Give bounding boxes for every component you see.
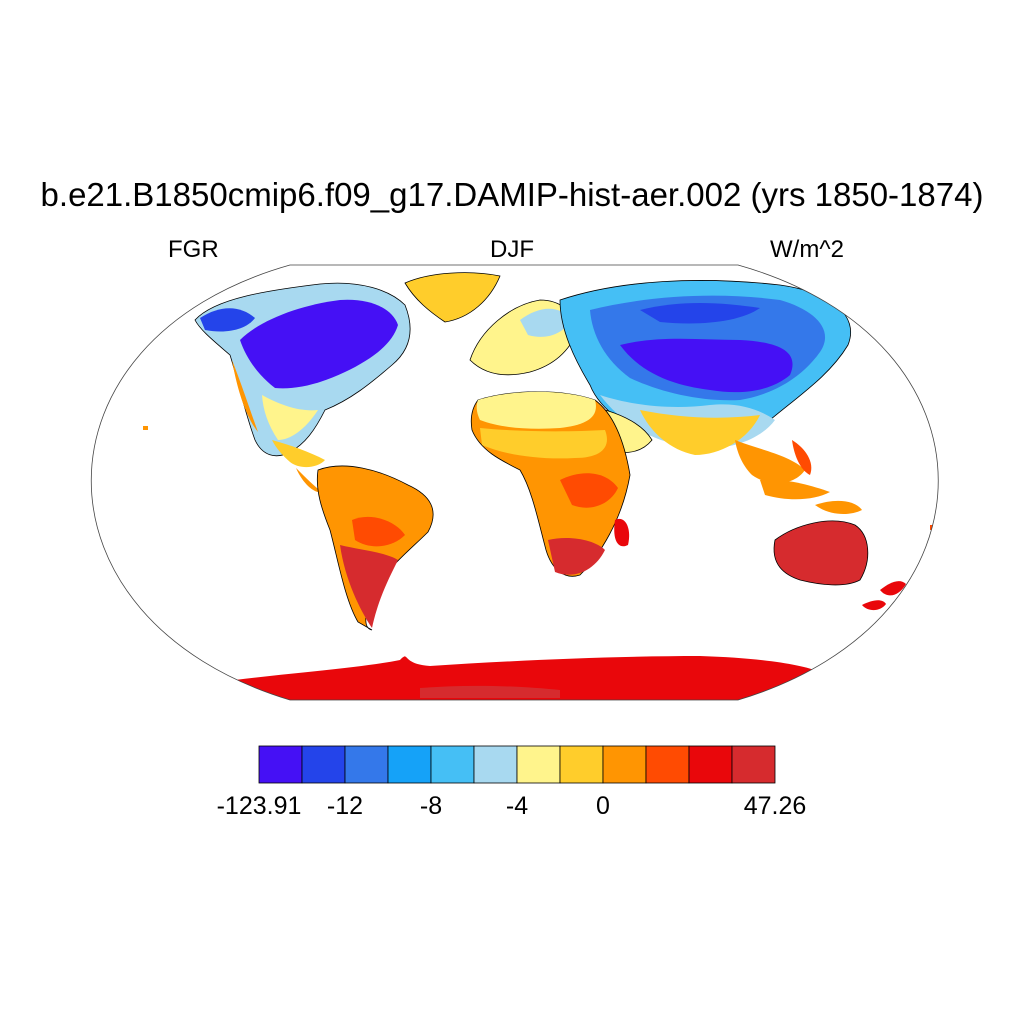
colorbar-swatch [344,745,389,784]
variable-label: FGR [168,236,219,263]
colorbar-swatch [430,745,475,784]
colorbar-tick-label: -123.91 [216,792,302,820]
colorbar-tick-label: -8 [419,792,443,820]
colorbar-tick-label: -4 [505,792,529,820]
colorbar-swatch [559,745,604,784]
land-fields [143,272,935,700]
colorbar-swatch [473,745,518,784]
colorbar-swatch [645,745,690,784]
map-boundary [91,264,939,701]
colorbar-swatch [516,745,561,784]
colorbar-tick-label: 47.26 [743,792,807,820]
colorbar-swatch [688,745,733,784]
season-label: DJF [490,236,534,263]
colorbar-swatch [387,745,432,784]
units-label: W/m^2 [770,236,844,263]
colorbar-swatch [731,745,776,784]
colorbar-swatch [258,745,303,784]
colorbar [258,745,776,784]
colorbar-tick-label: 0 [596,792,610,820]
colorbar-swatch [602,745,647,784]
map-title: b.e21.B1850cmip6.f09_g17.DAMIP-hist-aer.… [40,176,984,213]
colorbar-swatch [301,745,346,784]
colorbar-tick-label: -12 [326,792,364,820]
